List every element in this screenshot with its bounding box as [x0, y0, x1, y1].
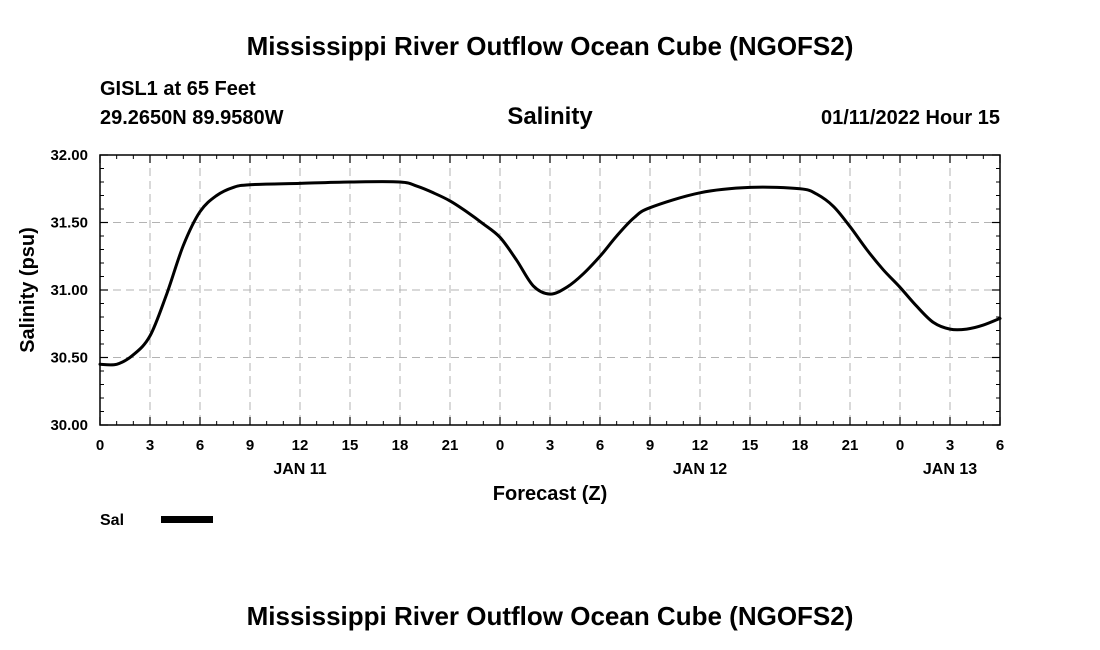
x-tick-label: 9: [246, 437, 254, 454]
legend-swatch: [161, 516, 213, 523]
x-tick-label: 0: [496, 437, 504, 454]
x-tick-label: 0: [896, 437, 904, 454]
y-tick-labels: 30.00 30.50 31.00 31.50 32.00: [50, 147, 88, 434]
station-label: GISL1 at 65 Feet: [100, 78, 256, 100]
timestamp-label: 01/11/2022 Hour 15: [821, 107, 1000, 129]
y-axis-label: Salinity (psu): [17, 227, 39, 353]
y-tick-label: 30.50: [50, 350, 88, 367]
x-tick-label: 21: [442, 437, 459, 454]
x-tick-label: 6: [196, 437, 204, 454]
grid-lines: [100, 155, 1000, 425]
x-tick-label: 21: [842, 437, 859, 454]
date-labels: JAN 11 JAN 12 JAN 13: [273, 461, 977, 478]
x-tick-label: 3: [946, 437, 954, 454]
date-label: JAN 11: [273, 461, 326, 478]
y-tick-label: 31.00: [50, 282, 88, 299]
date-label: JAN 12: [673, 461, 727, 478]
footer-title: Mississippi River Outflow Ocean Cube (NG…: [247, 601, 854, 631]
x-tick-label: 18: [792, 437, 809, 454]
x-axis-label: Forecast (Z): [493, 483, 607, 505]
y-tick-label: 30.00: [50, 417, 88, 434]
x-tick-label: 9: [646, 437, 654, 454]
date-label: JAN 13: [923, 461, 977, 478]
x-tick-label: 6: [596, 437, 604, 454]
y-tick-label: 31.50: [50, 215, 88, 232]
series-line-sal: [98, 180, 1002, 367]
x-tick-label: 3: [146, 437, 154, 454]
axis-ticks: [99, 154, 1001, 426]
plot-subtitle: Salinity: [507, 103, 593, 130]
x-tick-label: 15: [742, 437, 759, 454]
x-tick-label: 15: [342, 437, 359, 454]
y-tick-label: 32.00: [50, 147, 88, 164]
legend-label: Sal: [100, 512, 124, 529]
location-label: 29.2650N 89.9580W: [100, 107, 284, 129]
x-tick-label: 12: [292, 437, 309, 454]
x-tick-label: 3: [546, 437, 554, 454]
x-tick-labels: 0 3 6 9 12 15 18 21 0 3 6 9 12 15 18 21 0 3 6: [96, 437, 1004, 454]
x-tick-label: 6: [996, 437, 1004, 454]
x-tick-label: 18: [392, 437, 409, 454]
x-tick-label: 12: [692, 437, 709, 454]
x-tick-label: 0: [96, 437, 104, 454]
chart-title: Mississippi River Outflow Ocean Cube (NG…: [247, 31, 854, 61]
